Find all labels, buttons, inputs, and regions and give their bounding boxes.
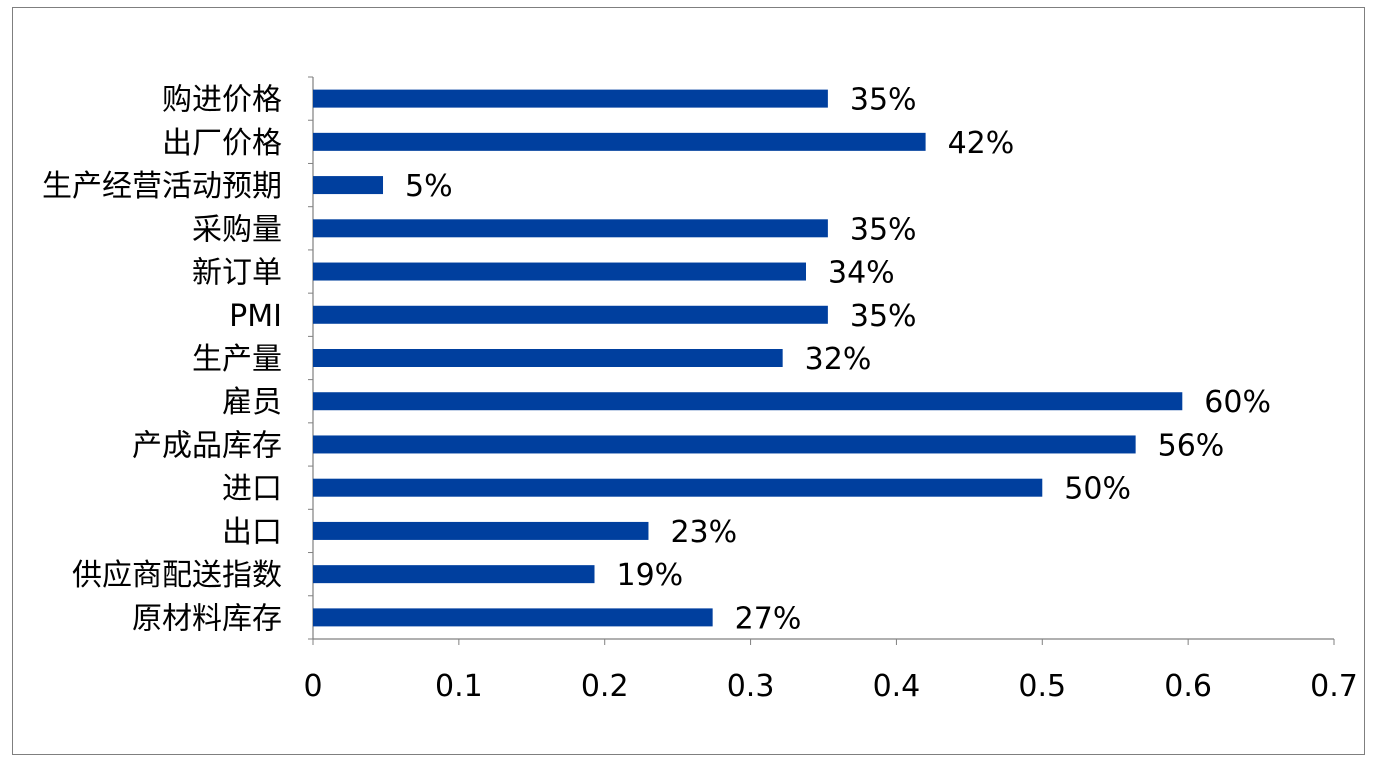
- bar: [313, 89, 828, 108]
- chart-frame: [12, 7, 1365, 755]
- x-tick-label: 0.4: [873, 669, 921, 704]
- x-tick-label: 0.6: [1164, 669, 1212, 704]
- x-tick-label: 0.5: [1018, 669, 1066, 704]
- category-label: 生产量: [192, 342, 282, 377]
- data-label: 19%: [617, 558, 684, 593]
- data-label: 5%: [405, 169, 453, 204]
- category-label: 出口: [222, 515, 282, 550]
- category-label: 原材料库存: [132, 601, 282, 636]
- bar: [313, 305, 828, 324]
- data-label: 56%: [1158, 428, 1225, 463]
- bar: [313, 349, 783, 367]
- x-tick-label: 0.1: [435, 669, 483, 704]
- data-label: 60%: [1204, 385, 1271, 420]
- bar: [313, 435, 1136, 454]
- category-label: 雇员: [222, 385, 282, 420]
- category-label: PMI: [229, 299, 282, 334]
- category-label: 新订单: [192, 256, 282, 291]
- category-label: 供应商配送指数: [72, 558, 282, 593]
- category-label: 进口: [222, 472, 282, 507]
- category-label: 产成品库存: [132, 428, 282, 463]
- bar: [313, 219, 828, 238]
- x-tick-label: 0: [303, 669, 322, 704]
- category-label: 购进价格: [162, 83, 282, 118]
- data-label: 42%: [948, 126, 1015, 161]
- labels-layer: 0 0.1 0.2 0.3 0.4 0.5 0.6 0.7 购进价格 35% 出厂价格 42% 生产经营…: [42, 83, 1358, 704]
- data-label: 35%: [850, 299, 917, 334]
- category-label: 采购量: [192, 212, 282, 247]
- data-label: 34%: [828, 256, 895, 291]
- bar: [313, 608, 713, 627]
- category-label: 生产经营活动预期: [42, 169, 282, 204]
- data-label: 32%: [805, 342, 872, 377]
- bar: [313, 176, 384, 195]
- bar: [313, 565, 595, 584]
- bar: [313, 262, 806, 281]
- bar: [313, 392, 1183, 411]
- category-label: 出厂价格: [162, 126, 282, 161]
- bars-layer: [313, 89, 1183, 627]
- x-tick-label: 0.7: [1310, 669, 1358, 704]
- x-tick-label: 0.2: [581, 669, 629, 704]
- data-label: 35%: [850, 83, 917, 118]
- bar: [313, 478, 1043, 497]
- data-label: 35%: [850, 212, 917, 247]
- bar: [313, 521, 649, 540]
- data-label: 27%: [735, 601, 802, 636]
- x-tick-label: 0.3: [727, 669, 775, 704]
- bar: [313, 132, 926, 151]
- data-label: 23%: [670, 515, 737, 550]
- data-label: 50%: [1064, 472, 1131, 507]
